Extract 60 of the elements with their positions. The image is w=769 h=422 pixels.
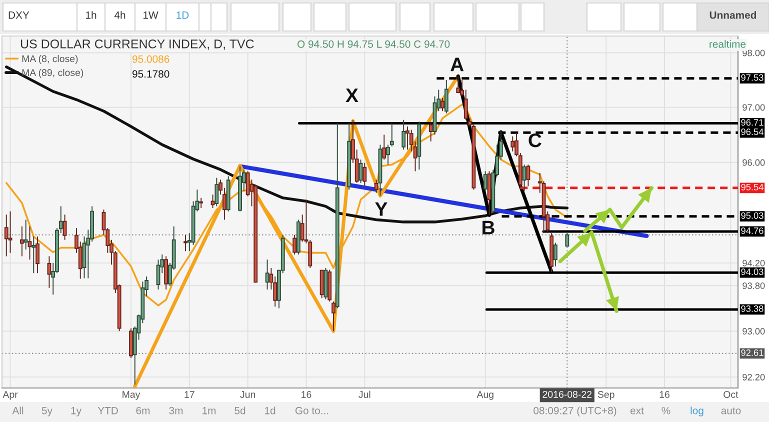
y-tick-label: 98.00	[742, 50, 765, 56]
data-label: 93.38	[741, 305, 764, 312]
annotation: C	[528, 133, 542, 148]
ref-line-label: 2016-08-22	[542, 390, 592, 398]
data-label: 96.71	[741, 119, 764, 126]
text: 08:09:27 (UTC+8)	[534, 406, 616, 416]
text: 1W	[143, 12, 158, 19]
data-label: 94.03	[741, 268, 764, 276]
y-tick-label: 92.20	[742, 374, 765, 380]
text: Unnamed	[710, 11, 756, 19]
y-tick-label: 93.00	[742, 328, 765, 335]
text: 1d	[265, 406, 276, 414]
text: DXY	[8, 12, 30, 19]
text: 1m	[202, 407, 216, 414]
annotation: X	[346, 88, 358, 102]
data-label: 94.76	[741, 227, 764, 234]
ref-line-label: 92.61	[741, 349, 764, 356]
annotation: realtime	[710, 40, 746, 48]
x-tick-label: May	[122, 391, 140, 400]
y-tick-label: 93.80	[742, 282, 765, 290]
data-label: 95.54	[741, 184, 764, 190]
x-tick-label: 16	[302, 391, 312, 398]
data-label: 97.53	[741, 74, 764, 81]
text: %	[662, 406, 670, 414]
text: YTD	[98, 407, 118, 414]
data-label: 96.54	[741, 128, 764, 136]
x-tick-label: Oct	[724, 391, 738, 398]
text: Go to...	[295, 406, 328, 414]
annotation: B	[482, 220, 494, 234]
text: log	[690, 406, 704, 416]
text: All	[12, 406, 24, 414]
y-tick-label: 94.20	[742, 260, 765, 266]
x-tick-label: 17	[184, 391, 194, 398]
y-tick-label: 97.00	[742, 104, 765, 111]
annotation: A	[450, 58, 464, 72]
x-tick-label: Jul	[358, 390, 370, 398]
text: ext	[630, 407, 644, 414]
text: 1h	[86, 11, 96, 19]
text: 4h	[114, 11, 126, 19]
annotation: Y	[375, 202, 388, 216]
text: 6m	[136, 406, 150, 414]
text: 1y	[71, 407, 82, 416]
annotation: 95.0086	[132, 55, 170, 63]
legend-label: MA (89, close)	[22, 68, 84, 78]
data-label: 95.03	[741, 212, 764, 219]
chart-title: US DOLLAR CURRENCY INDEX, D, TVC	[20, 40, 254, 50]
x-tick-label: Apr	[2, 391, 18, 400]
x-tick-label: Sep	[598, 391, 614, 400]
annotation: 95.1780	[132, 70, 170, 78]
text: 1D	[176, 12, 189, 19]
x-tick-label: Aug	[476, 391, 494, 400]
x-tick-label: 16	[660, 391, 670, 398]
text: auto	[721, 407, 741, 414]
annotation: O 94.50 H 94.75 L 94.50 C 94.70	[297, 40, 450, 48]
text: 3m	[169, 406, 183, 414]
legend-label: MA (8, close)	[22, 55, 78, 64]
text: 5y	[42, 407, 52, 416]
text: 5d	[234, 406, 246, 414]
x-tick-label: Jun	[240, 391, 256, 398]
y-tick-label: 96.00	[742, 159, 765, 166]
